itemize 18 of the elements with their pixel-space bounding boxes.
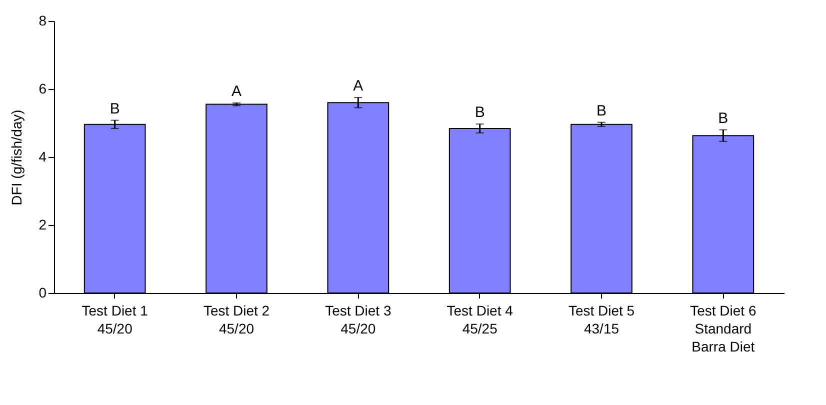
y-tick-label: 0 — [38, 284, 47, 300]
y-axis-title: DFI (g/fish/day) — [8, 110, 25, 206]
x-tick-label: Test Diet 4 45/25 — [446, 302, 514, 336]
annotation: B — [596, 102, 607, 120]
y-tick-label: 6 — [38, 80, 47, 96]
y-tick-label: 4 — [38, 148, 47, 164]
x-tick-label: Test Diet 5 43/15 — [568, 302, 635, 336]
annotation: A — [353, 78, 364, 94]
y-tick-label: 8 — [38, 12, 47, 28]
x-tick-label: Test Diet 2 45/20 — [203, 302, 270, 336]
y-tick-label: 2 — [38, 216, 47, 232]
x-tick-label: Test Diet 6 Standard Barra Diet — [690, 302, 756, 354]
x-tick-label: Test Diet 1 45/20 — [82, 302, 148, 336]
annotation: B — [718, 110, 728, 127]
annotation: B — [110, 100, 120, 118]
x-tick-label: Test Diet 3 45/20 — [325, 302, 392, 336]
annotation: A — [231, 82, 242, 100]
annotation: B — [474, 104, 485, 122]
